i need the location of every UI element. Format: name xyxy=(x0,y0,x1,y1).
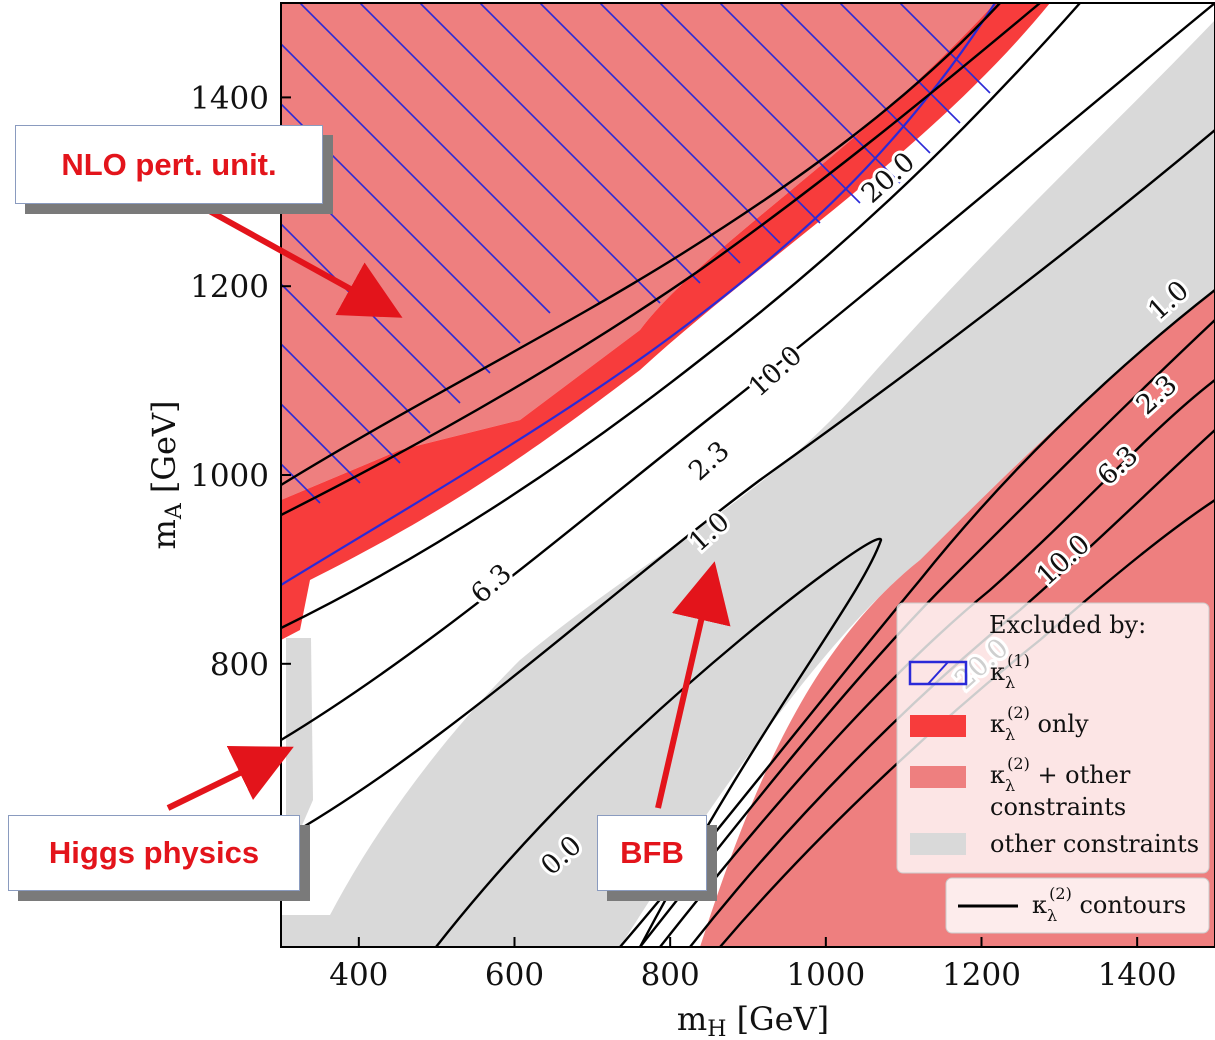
legend-label-constraints: constraints xyxy=(990,793,1126,821)
arrow-bfb xyxy=(655,561,731,809)
y-tick-label: 1400 xyxy=(190,80,269,116)
legend-title: Excluded by: xyxy=(989,611,1146,639)
contour-label: 6.3 xyxy=(465,558,518,610)
region-kappa2-only-band xyxy=(281,3,1050,640)
arrow-higgs xyxy=(166,746,294,811)
legend-box xyxy=(896,602,1210,874)
arrow-nlo xyxy=(193,200,403,318)
legend-swatch-kappa1 xyxy=(908,660,968,686)
kappa1-hatch xyxy=(281,3,996,586)
legend-label-kappa2-only: κλ(2) only xyxy=(990,703,1089,744)
y-axis-label: mA [GeV] xyxy=(145,401,187,550)
region-other-constraints xyxy=(281,20,1215,947)
callout-higgs-physics: Higgs physics xyxy=(8,815,300,891)
contour-2-3 xyxy=(281,3,1215,742)
ticks: 400600800100012001400600800100012001400 xyxy=(190,80,1177,993)
callout-bfb: BFB xyxy=(597,815,707,891)
legend: Excluded by: κλ(1) κλ(2) only κλ(2) + ot… xyxy=(896,602,1210,934)
x-axis-label: mH [GeV] xyxy=(677,1000,829,1040)
x-tick-label: 400 xyxy=(329,957,388,993)
legend-swatch-kappa2-only xyxy=(910,715,966,737)
x-tick-label: 1400 xyxy=(1098,957,1177,993)
y-tick-label: 1000 xyxy=(190,458,269,494)
contour-0-0 xyxy=(435,537,883,947)
x-tick-label: 600 xyxy=(485,957,544,993)
contours-upper xyxy=(281,3,1215,947)
contour-10 xyxy=(281,3,1041,517)
legend-contour-box xyxy=(945,877,1210,934)
contour-20 xyxy=(281,3,1001,487)
y-tick-label: 800 xyxy=(210,647,269,683)
x-tick-label: 1000 xyxy=(786,957,865,993)
region-kappa2-plus-other-upper xyxy=(281,3,995,500)
contour-label: 2.3 xyxy=(683,435,736,487)
legend-swatch-kappa2-plus-other xyxy=(910,766,966,788)
x-tick-label: 800 xyxy=(641,957,700,993)
y-tick-label: 1200 xyxy=(190,269,269,305)
annotation-arrows xyxy=(166,200,731,811)
contour-label: 10.0 xyxy=(743,340,808,403)
callout-nlo-pert-unit: NLO pert. unit. xyxy=(15,125,323,204)
legend-label-other-constraints: other constraints xyxy=(990,830,1199,858)
contour-1-0 xyxy=(281,129,1215,842)
legend-swatch-other xyxy=(910,833,966,855)
contour-6-3 xyxy=(281,3,1081,630)
x-tick-label: 1200 xyxy=(942,957,1021,993)
